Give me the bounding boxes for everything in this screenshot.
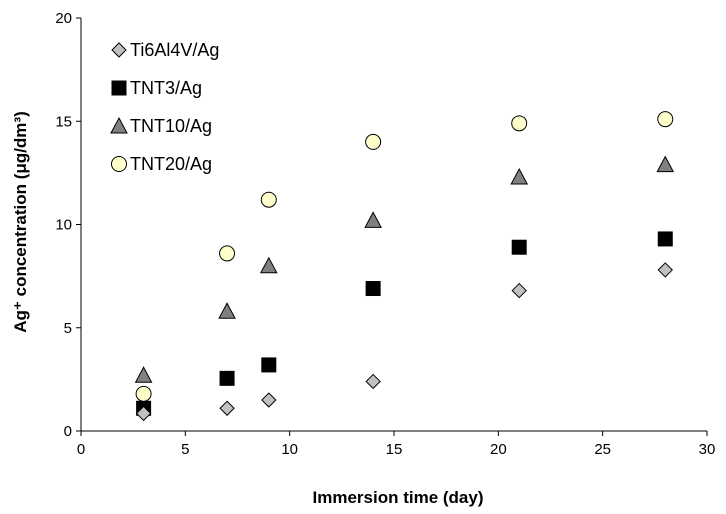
legend-label: Ti6Al4V/Ag: [130, 40, 219, 60]
legend-marker-circle: [111, 156, 127, 172]
data-point-triangle: [364, 211, 382, 228]
legend-marker-diamond: [111, 42, 127, 58]
data-point-triangle: [510, 167, 529, 185]
data-point-square: [365, 281, 381, 297]
x-tick-label: 20: [490, 441, 507, 458]
data-point-diamond: [219, 400, 235, 416]
legend-marker-triangle: [110, 116, 128, 134]
legend-entry: TNT20/Ag: [111, 154, 212, 174]
data-point-diamond: [657, 262, 673, 278]
data-point-circle: [511, 115, 528, 132]
data-point-circle: [365, 133, 382, 150]
x-tick-label: 5: [181, 441, 189, 458]
axes: [76, 17, 708, 436]
x-tick-label: 0: [77, 441, 85, 458]
data-point-diamond: [261, 392, 277, 408]
tick-labels: 0 5 10 15 20 25 30 0 5 10 15 20: [55, 10, 715, 458]
legend-label: TNT20/Ag: [130, 154, 212, 174]
legend-entry: TNT3/Ag: [111, 78, 202, 98]
legend-entry: Ti6Al4V/Ag: [111, 40, 219, 60]
y-tick-label: 20: [55, 10, 72, 27]
data-point-diamond: [365, 373, 381, 390]
data-point-triangle: [259, 256, 278, 274]
x-tick-label: 30: [699, 441, 716, 458]
data-point-square: [657, 231, 673, 247]
data-point-diamond: [511, 282, 527, 299]
x-axis-title: Immersion time (day): [313, 488, 484, 507]
data-point-circle: [219, 245, 236, 262]
data-point-diamond: [135, 405, 152, 422]
data-point-triangle: [134, 366, 153, 383]
legend-entry: TNT10/Ag: [110, 116, 212, 136]
data-point-triangle: [218, 302, 236, 319]
legend-marker-square: [111, 80, 127, 96]
legend-label: TNT3/Ag: [130, 78, 202, 98]
data-points: [134, 111, 675, 422]
data-point-square: [219, 370, 235, 386]
legend: Ti6Al4V/Ag TNT3/Ag TNT10/Ag TNT20/Ag: [110, 40, 219, 174]
data-point-circle: [260, 191, 277, 208]
x-tick-label: 25: [594, 441, 611, 458]
x-tick-label: 10: [281, 441, 298, 458]
data-point-circle: [657, 111, 674, 128]
y-tick-label: 5: [64, 320, 72, 337]
y-tick-label: 10: [55, 217, 72, 234]
data-point-triangle: [656, 155, 675, 173]
y-tick-label: 15: [55, 113, 72, 130]
data-point-square: [261, 357, 277, 373]
y-tick-label: 0: [64, 423, 72, 440]
data-point-square: [511, 239, 527, 255]
data-point-circle: [135, 385, 152, 402]
x-tick-label: 15: [386, 441, 403, 458]
legend-label: TNT10/Ag: [130, 116, 212, 136]
y-axis-title: Ag⁺ concentration (μg/dm³): [11, 111, 30, 332]
